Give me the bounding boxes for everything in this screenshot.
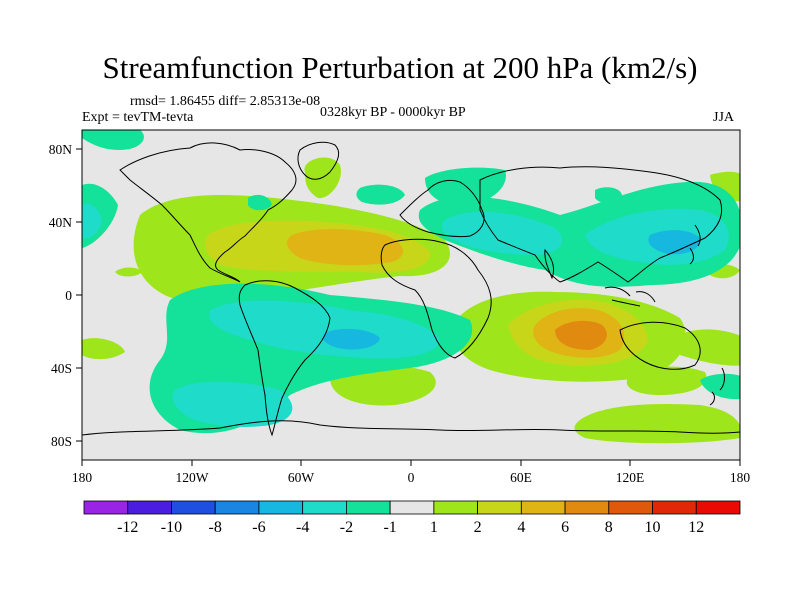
lon-label-60e: 60E — [510, 470, 532, 485]
colorbar-box — [214, 500, 260, 515]
colorbar-label: -8 — [209, 519, 222, 536]
contour-neg1-north-d — [248, 194, 272, 211]
colorbar-box — [345, 500, 391, 515]
coast-south-america — [238, 280, 331, 437]
contour-neg1-north-b — [356, 184, 405, 205]
colorbar-box — [171, 500, 216, 515]
colorbar: -12 -10 -8 -6 -4 -2 -1 1 2 4 6 8 10 12 — [83, 500, 741, 536]
contour-neg4-south-america — [323, 328, 380, 350]
coast-india — [544, 248, 555, 280]
latitude-axis: 80N 40N 0 40S 80S — [49, 142, 82, 449]
contour-pos6-indian — [555, 320, 607, 350]
coast-greenland — [297, 141, 340, 180]
coast-north-america — [119, 142, 297, 283]
colorbar-box — [652, 500, 697, 515]
colorbar-label: 1 — [430, 519, 438, 536]
shaded-contours — [82, 130, 740, 444]
lon-label-180w: 180 — [72, 470, 93, 485]
colorbar-box — [433, 500, 479, 515]
lon-label-120e: 120E — [616, 470, 645, 485]
colorbar-box — [127, 500, 172, 515]
coast-europe — [399, 179, 485, 238]
colorbar-label: -1 — [383, 519, 396, 536]
colorbar-boxes — [83, 500, 741, 515]
contour-pos4-atlantic — [287, 228, 404, 266]
colorbar-box — [258, 500, 304, 515]
plot-title: Streamfunction Perturbation at 200 hPa (… — [102, 50, 698, 85]
map-panel — [81, 129, 741, 461]
experiment-label: Expt = tevTM-tevta — [82, 110, 194, 125]
colorbar-label: 12 — [688, 519, 704, 536]
colorbar-label: 2 — [474, 519, 482, 536]
coast-australia — [619, 321, 701, 370]
lat-label-80n: 80N — [49, 142, 73, 157]
contour-pos1-south-c — [330, 366, 436, 406]
colorbar-label: 4 — [517, 519, 525, 536]
lat-label-80s: 80S — [51, 434, 72, 449]
colorbar-label: -2 — [340, 519, 353, 536]
lon-label-60w: 60W — [288, 470, 315, 485]
contour-neg2-north-pacific — [82, 203, 102, 239]
colorbar-box — [302, 500, 347, 515]
season-label: JJA — [713, 110, 735, 125]
colorbar-label: 10 — [645, 519, 661, 536]
colorbar-box — [477, 500, 522, 515]
contour-neg2-south-america — [209, 300, 440, 359]
contour-neg4-pacific — [648, 230, 701, 255]
lon-label-180e: 180 — [730, 470, 751, 485]
lat-label-40n: 40N — [49, 215, 73, 230]
stats-line: rmsd= 1.86455 diff= 2.85313e-08 — [130, 94, 321, 109]
contour-neg2-south-pacific — [172, 381, 293, 427]
colorbar-box — [695, 500, 741, 515]
contour-neg1-north-c — [595, 187, 622, 203]
lat-label-0: 0 — [65, 288, 72, 303]
coast-new-zealand — [709, 367, 725, 406]
colorbar-box — [83, 500, 129, 515]
colorbar-labels: -12 -10 -8 -6 -4 -2 -1 1 2 4 6 8 10 12 — [117, 519, 704, 536]
coastlines — [82, 141, 740, 437]
colorbar-box — [564, 500, 610, 515]
contour-pos1-pacific-east — [680, 329, 740, 366]
colorbar-label: 6 — [561, 519, 569, 536]
coast-japan — [689, 224, 701, 265]
colorbar-box — [608, 500, 653, 515]
lat-label-40s: 40S — [51, 361, 72, 376]
colorbar-label: 8 — [605, 519, 613, 536]
longitude-axis: 180 120W 60W 0 60E 120E 180 — [72, 460, 751, 485]
contour-pos1-south-a — [626, 366, 707, 395]
colorbar-label: -4 — [296, 519, 309, 536]
period-label: 0328kyr BP - 0000kyr BP — [320, 105, 466, 120]
contour-pos1-north-d — [115, 267, 142, 277]
coast-africa — [380, 238, 492, 359]
contour-neg1-north-e — [82, 130, 144, 150]
colorbar-box — [520, 500, 566, 515]
contour-pos1-north-b — [710, 171, 740, 202]
colorbar-label: -10 — [161, 519, 182, 536]
contour-pos1-south-d — [82, 338, 125, 360]
colorbar-box — [389, 500, 435, 515]
lon-label-0: 0 — [408, 470, 415, 485]
coast-asia — [479, 166, 723, 283]
coast-indonesia — [604, 286, 656, 307]
coast-antarctica — [82, 420, 740, 436]
contour-neg1-south-e — [700, 373, 740, 399]
contour-neg2-asia — [441, 211, 563, 255]
lon-label-120w: 120W — [176, 470, 209, 485]
colorbar-label: -12 — [117, 519, 138, 536]
colorbar-label: -6 — [252, 519, 265, 536]
